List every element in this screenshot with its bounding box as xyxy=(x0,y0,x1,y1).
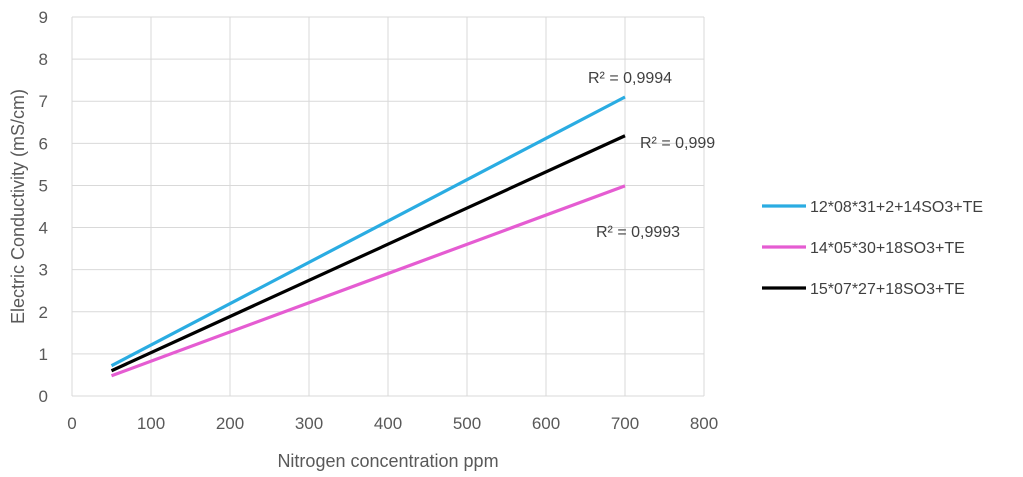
y-tick-label: 4 xyxy=(39,219,48,238)
legend-label: 15*07*27+18SO3+TE xyxy=(810,281,965,298)
series-lines xyxy=(110,95,626,378)
y-tick-label: 2 xyxy=(39,303,48,322)
series-line xyxy=(110,184,626,378)
x-axis-title: Nitrogen concentration ppm xyxy=(277,451,498,471)
x-axis-ticks: 0 100 200 300 400 500 600 700 800 xyxy=(67,414,718,433)
r-squared-label: R² = 0,999 xyxy=(640,135,715,152)
grid xyxy=(71,16,705,397)
y-tick-label: 8 xyxy=(39,50,48,69)
y-tick-label: 9 xyxy=(39,8,48,27)
x-tick-label: 200 xyxy=(216,414,244,433)
x-tick-label: 300 xyxy=(295,414,323,433)
y-axis-title: Electric Conductivity (mS/cm) xyxy=(8,89,28,324)
r-squared-label: R² = 0,9993 xyxy=(596,224,680,241)
y-tick-label: 3 xyxy=(39,261,48,280)
r-squared-label: R² = 0,9994 xyxy=(588,70,672,87)
series-line xyxy=(110,134,626,373)
x-tick-label: 100 xyxy=(137,414,165,433)
series-line xyxy=(110,95,626,368)
y-tick-label: 1 xyxy=(39,345,48,364)
x-tick-label: 400 xyxy=(374,414,402,433)
x-tick-label: 500 xyxy=(453,414,481,433)
y-axis-ticks: 0 1 2 3 4 5 6 7 8 9 xyxy=(39,8,48,406)
x-tick-label: 800 xyxy=(690,414,718,433)
y-tick-label: 7 xyxy=(39,92,48,111)
legend-label: 12*08*31+2+14SO3+TE xyxy=(810,199,983,216)
y-tick-label: 6 xyxy=(39,134,48,153)
legend: 12*08*31+2+14SO3+TE 14*05*30+18SO3+TE 15*0… xyxy=(762,199,983,298)
y-tick-label: 5 xyxy=(39,176,48,195)
y-tick-label: 0 xyxy=(39,387,48,406)
legend-label: 14*05*30+18SO3+TE xyxy=(810,240,965,257)
x-tick-label: 0 xyxy=(67,414,76,433)
x-tick-label: 700 xyxy=(611,414,639,433)
x-tick-label: 600 xyxy=(532,414,560,433)
r-squared-labels: R² = 0,9994 R² = 0,9993 R² = 0,999 xyxy=(588,70,715,241)
